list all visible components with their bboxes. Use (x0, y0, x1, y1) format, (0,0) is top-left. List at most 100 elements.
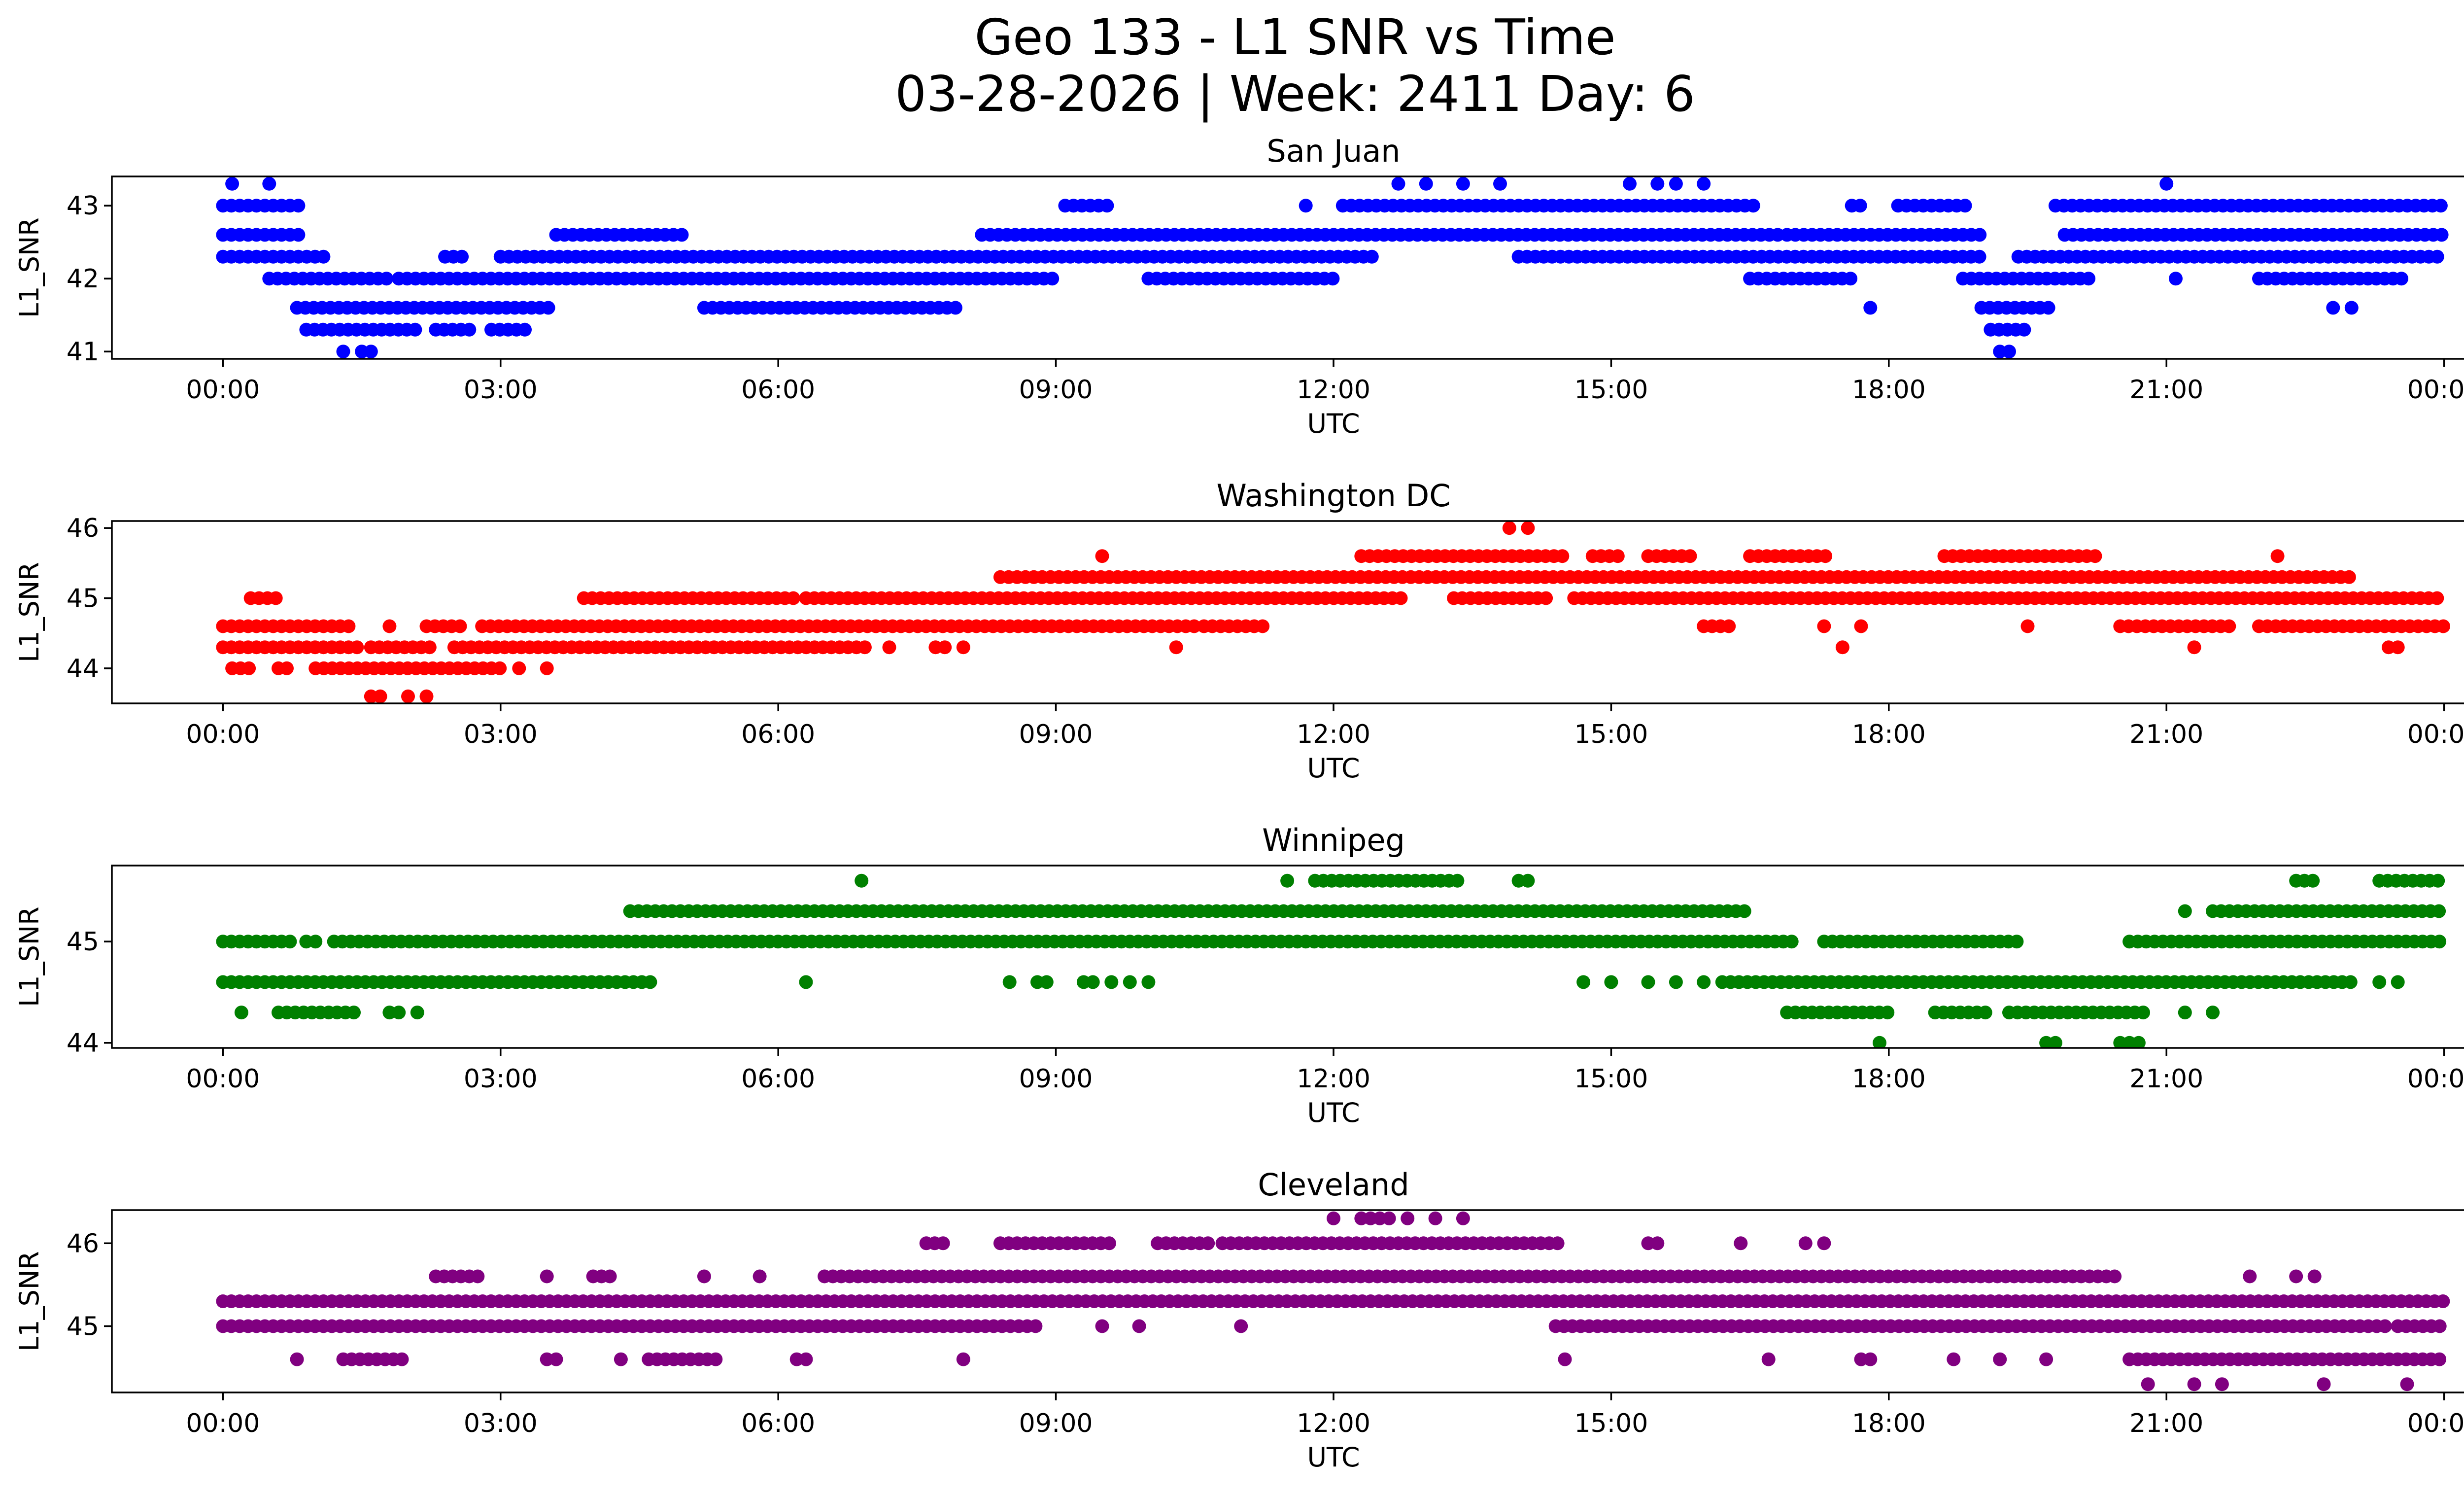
data-point (1028, 1319, 1043, 1333)
data-points (216, 521, 2450, 703)
data-point (2436, 619, 2450, 633)
x-tick-label: 15:00 (1574, 1409, 1648, 1438)
data-point (2048, 1036, 2062, 1048)
data-point (1623, 176, 1637, 191)
data-point (1521, 521, 1535, 535)
x-tick-label: 00:00 (186, 1409, 260, 1438)
data-point (2400, 1377, 2414, 1391)
data-point (1817, 619, 1831, 633)
data-point (1881, 1006, 1895, 1020)
x-tick-label: 18:00 (1852, 720, 1926, 749)
data-point (643, 975, 657, 989)
data-point (2433, 199, 2448, 213)
data-point (2270, 549, 2285, 563)
data-point (280, 661, 294, 675)
data-point (308, 935, 323, 949)
data-point (2431, 873, 2445, 888)
data-point (2020, 619, 2035, 633)
x-tick-label: 00:00 (2407, 720, 2464, 749)
x-tick-label: 03:00 (464, 1409, 538, 1438)
subplot-winnipeg: Winnipeg 00:00 03:00 06:00 09:00 12:00 15:00 18… (14, 822, 2464, 1128)
x-tick-label: 03:00 (464, 720, 538, 749)
x-tick-label: 09:00 (1019, 1064, 1093, 1094)
data-point (1854, 619, 1868, 633)
data-point (518, 322, 532, 337)
y-tick-label: 44 (67, 654, 99, 684)
data-point (938, 640, 952, 655)
y-tick-label: 45 (67, 1312, 99, 1341)
y-tick-label: 41 (67, 337, 99, 367)
data-point (382, 619, 397, 633)
x-tick-label: 21:00 (2129, 1064, 2203, 1094)
data-point (799, 1352, 813, 1366)
data-point (2141, 1377, 2155, 1391)
data-point (2243, 1269, 2257, 1284)
data-point (2372, 975, 2387, 989)
data-point (1863, 1352, 1878, 1366)
data-point (1102, 1236, 1116, 1251)
data-point (1169, 640, 1183, 655)
data-point (401, 689, 415, 703)
x-tick-label: 15:00 (1574, 1064, 1648, 1094)
data-point (2344, 301, 2359, 315)
data-point (1456, 1211, 1470, 1225)
data-point (395, 1352, 409, 1366)
data-point (857, 640, 872, 655)
data-point (1873, 1036, 1886, 1048)
x-tick-label: 12:00 (1297, 1409, 1370, 1438)
data-point (1382, 1211, 1396, 1225)
data-point (2082, 272, 2096, 286)
data-point (2342, 570, 2356, 584)
x-tick-label: 18:00 (1852, 1409, 1926, 1438)
data-point (350, 640, 364, 655)
x-tick-label: 12:00 (1297, 375, 1370, 405)
x-tick-label: 00:00 (2407, 1064, 2464, 1094)
data-point (1697, 176, 1711, 191)
data-point (2432, 1352, 2447, 1366)
y-axis-label: L1_SNR (14, 217, 45, 318)
data-point (549, 1352, 563, 1366)
data-point (1045, 272, 1060, 286)
data-point (1502, 521, 1516, 535)
data-point (540, 661, 554, 675)
data-point (242, 661, 256, 675)
data-point (1818, 549, 1833, 563)
data-point (2215, 1377, 2229, 1391)
x-tick-label: 21:00 (2129, 375, 2203, 405)
data-point (948, 301, 962, 315)
x-tick-label: 00:00 (186, 720, 260, 749)
data-point (342, 619, 356, 633)
data-point (1761, 1352, 1776, 1366)
data-point (1576, 975, 1591, 989)
data-point (1450, 873, 1465, 888)
panel-title: San Juan (1266, 133, 1400, 169)
data-point (2430, 591, 2444, 605)
x-axis-label: UTC (1307, 408, 1360, 439)
x-axis-label: UTC (1307, 753, 1360, 784)
panel-title: Washington DC (1216, 478, 1450, 514)
data-point (2434, 228, 2449, 242)
x-tick-label: 00:00 (2407, 375, 2464, 405)
subplot-cleveland: Cleveland 00:00 03:00 06:00 09:00 12:00 15:00 1… (14, 1167, 2464, 1473)
data-point (2317, 199, 2331, 213)
data-point (540, 1269, 554, 1284)
data-point (373, 689, 387, 703)
data-point (2187, 640, 2201, 655)
data-point (1456, 176, 1470, 191)
data-point (1978, 1006, 1992, 1020)
data-point (379, 272, 394, 286)
data-point (1817, 1236, 1831, 1251)
data-point (493, 661, 507, 675)
data-point (2391, 640, 2405, 655)
y-tick-label: 45 (67, 927, 99, 957)
data-point (1798, 1236, 1813, 1251)
data-point (2395, 272, 2408, 286)
data-point (1973, 228, 1987, 242)
data-point (1610, 549, 1625, 563)
data-point (603, 1269, 617, 1284)
data-point (1669, 975, 1683, 989)
data-point (2378, 1319, 2392, 1333)
data-point (1419, 176, 1433, 191)
x-tick-label: 09:00 (1019, 375, 1093, 405)
